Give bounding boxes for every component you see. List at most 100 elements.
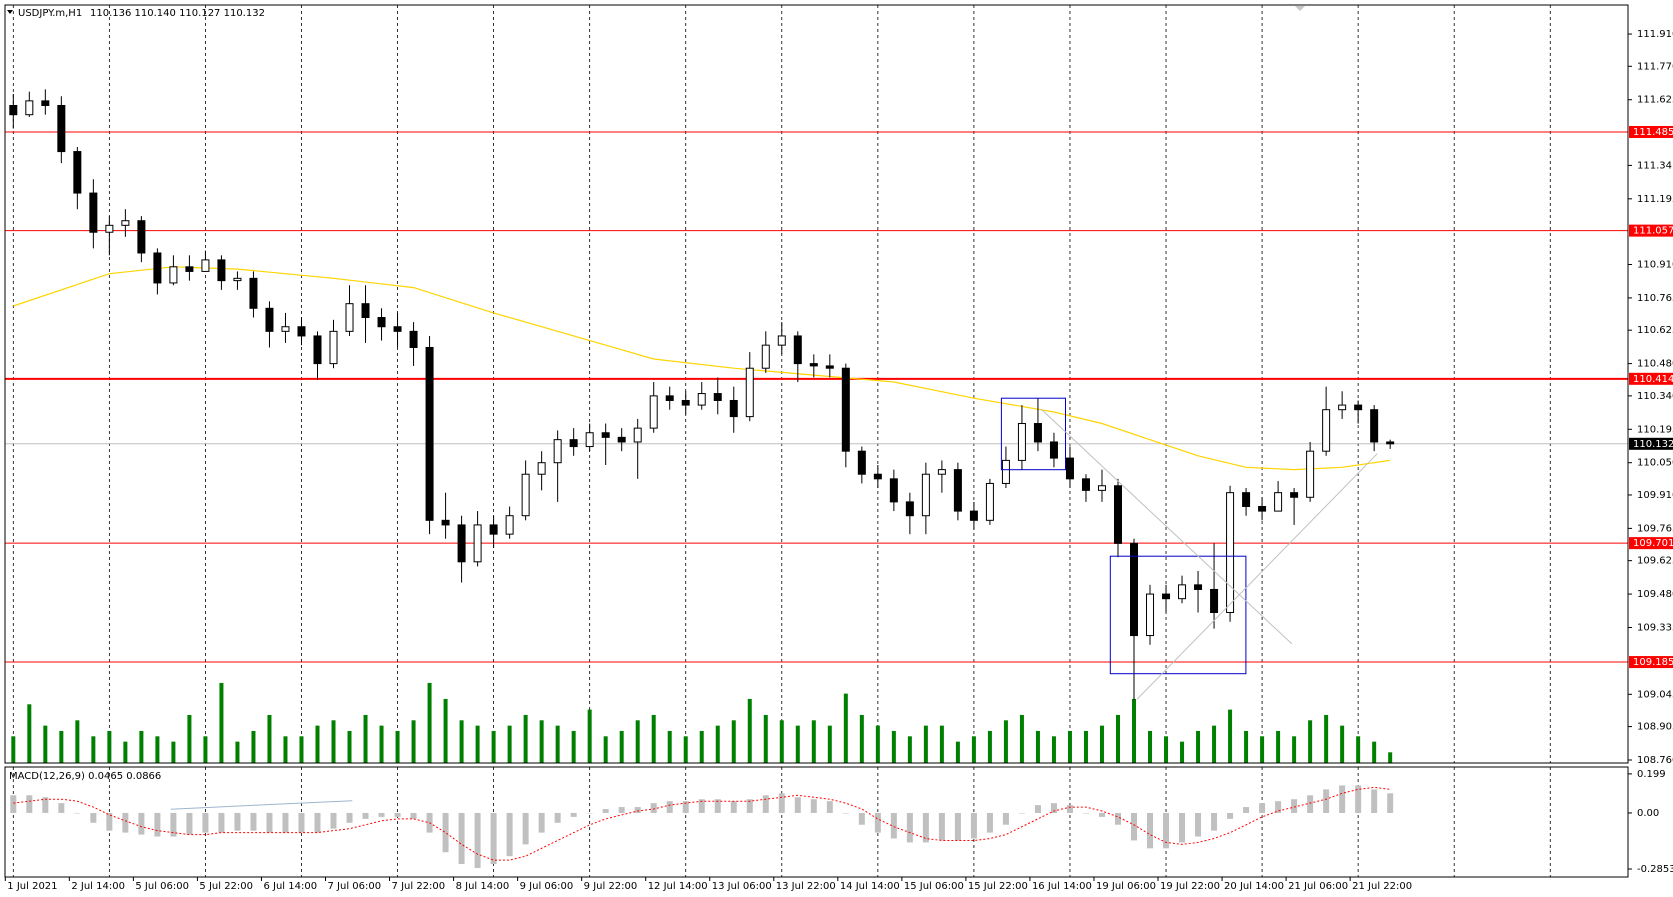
volume-bar — [779, 720, 784, 763]
volume-bar — [571, 730, 576, 763]
volume-bar — [651, 714, 656, 763]
candle-body — [809, 363, 818, 367]
candle-body — [1049, 441, 1058, 459]
candle-body — [953, 469, 962, 512]
volume — [11, 682, 1393, 763]
x-tick-label: 19 Jul 22:00 — [1160, 881, 1220, 892]
candle-body — [1258, 505, 1267, 512]
candle-body — [601, 432, 610, 438]
macd-bar — [554, 812, 561, 823]
candle-body — [553, 439, 562, 464]
macd-bar — [1195, 812, 1202, 837]
candle-body — [777, 335, 786, 346]
macd-bar — [954, 812, 961, 841]
macd-bar — [154, 812, 161, 837]
volume-bar — [1340, 725, 1345, 763]
volume-bar — [1276, 730, 1281, 763]
volume-bar — [139, 730, 144, 763]
volume-bar — [443, 698, 448, 763]
volume-bar — [971, 736, 976, 763]
candle-body — [169, 266, 178, 284]
volume-bar — [843, 693, 848, 763]
drawn-rectangle — [1000, 397, 1067, 471]
candle-body — [377, 317, 386, 328]
x-tick-label: 21 Jul 06:00 — [1288, 881, 1348, 892]
macd-bar — [1098, 812, 1105, 817]
volume-bar — [1019, 714, 1024, 763]
macd-bar — [506, 812, 513, 857]
y-tick-label: 110.340 — [1637, 391, 1673, 402]
volume-bar — [955, 741, 960, 763]
macd-bar — [1259, 803, 1266, 813]
candle-body — [441, 519, 450, 526]
macd-bar — [746, 799, 753, 813]
volume-bar — [1324, 714, 1329, 763]
macd-bar — [1307, 795, 1314, 813]
candle-body — [41, 100, 50, 106]
macd-bar — [1066, 805, 1073, 813]
level-label: 109.185 — [1633, 657, 1673, 668]
volume-bar — [811, 720, 816, 763]
macd-bar — [810, 799, 817, 813]
x-tick-label: 7 Jul 06:00 — [328, 881, 382, 892]
candle-body — [233, 277, 242, 282]
candle-body — [473, 524, 482, 563]
macd-bar — [394, 812, 401, 817]
macd-bar — [634, 807, 641, 813]
candle-body — [489, 524, 498, 535]
macd-bar — [538, 812, 545, 833]
macd-bar — [1034, 805, 1041, 813]
macd-bar — [474, 812, 481, 868]
x-tick-label: 15 Jul 22:00 — [968, 881, 1028, 892]
volume-bar — [235, 741, 240, 763]
volume-bar — [427, 682, 432, 763]
volume-bar — [299, 736, 304, 763]
x-tick-label: 8 Jul 14:00 — [456, 881, 510, 892]
volume-bar — [491, 730, 496, 763]
volume-bar — [1372, 741, 1377, 763]
candle-body — [297, 326, 306, 337]
candle-body — [905, 501, 914, 517]
volume-bar — [219, 682, 224, 763]
macd-bar — [794, 797, 801, 813]
candle-body — [841, 367, 850, 452]
candle-body — [1065, 457, 1074, 480]
candle-body — [1306, 450, 1315, 498]
macd-bar — [842, 812, 849, 814]
level-label-box — [1629, 656, 1673, 669]
volume-bar — [203, 736, 208, 763]
macd-signal-line — [13, 786, 1391, 861]
level-label-box — [1629, 224, 1673, 237]
macd-bar — [202, 812, 209, 833]
macd-bar — [346, 812, 353, 823]
candle-body — [393, 326, 402, 332]
x-tick-label: 9 Jul 06:00 — [520, 881, 574, 892]
y-tick-label: 108.905 — [1637, 722, 1673, 733]
macd-bar — [490, 812, 497, 865]
x-tick-label: 13 Jul 06:00 — [712, 881, 772, 892]
macd-bar — [986, 812, 993, 833]
macd-bar — [522, 812, 529, 845]
volume-bar — [171, 741, 176, 763]
volume-bar — [715, 725, 720, 763]
current-price-label: 110.132 — [1633, 439, 1673, 450]
macd-bar — [234, 812, 241, 831]
y-tick-label: 111.910 — [1637, 29, 1673, 40]
volume-bar — [907, 736, 912, 763]
volume-bar — [155, 736, 160, 763]
level-label: 111.057 — [1633, 226, 1673, 237]
volume-bar — [635, 720, 640, 763]
candle-body — [1178, 584, 1187, 600]
volume-bar — [283, 736, 288, 763]
candle-body — [457, 524, 466, 563]
candle-body — [25, 100, 34, 116]
macd-bar — [1082, 812, 1089, 814]
candle-body — [1210, 588, 1219, 614]
drawn-rectangle — [1109, 555, 1247, 675]
volume-bar — [667, 730, 672, 763]
macd-bar — [106, 812, 113, 831]
volume-bar — [699, 730, 704, 763]
volume-bar — [1356, 736, 1361, 763]
macd-bar — [730, 801, 737, 813]
